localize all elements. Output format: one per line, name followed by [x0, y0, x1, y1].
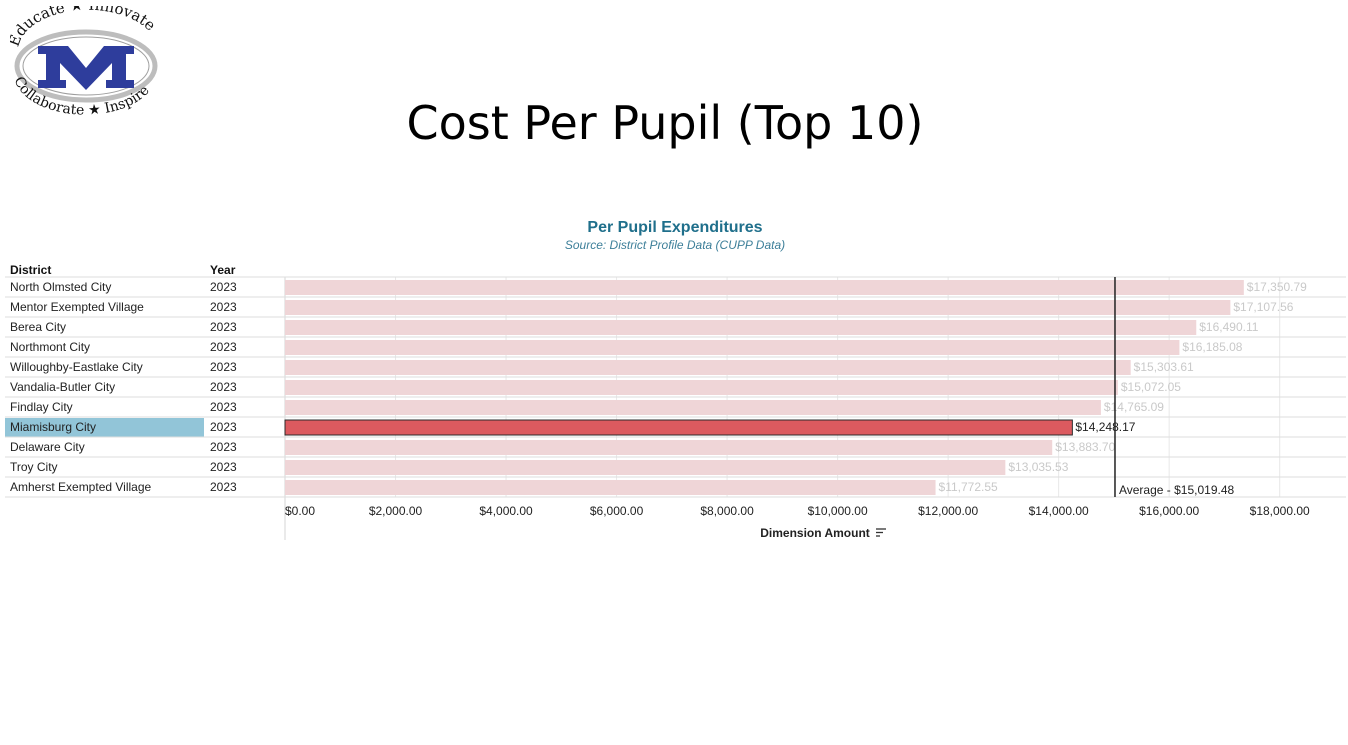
bar-value-label-9: $13,035.53 — [1008, 460, 1068, 474]
x-axis-title[interactable]: Dimension Amount — [760, 526, 870, 540]
district-label-4[interactable]: Willoughby-Eastlake City — [10, 360, 143, 374]
chart-title: Per Pupil Expenditures — [587, 219, 763, 236]
year-label-1: 2023 — [210, 300, 237, 314]
bar-2[interactable] — [285, 320, 1197, 335]
district-label-3[interactable]: Northmont City — [10, 340, 90, 354]
year-label-9: 2023 — [210, 460, 237, 474]
bar-5[interactable] — [285, 380, 1118, 395]
district-logo: Educate ★ Innovate Collaborate ★ Inspire — [10, 6, 159, 116]
x-tick-label-6: $12,000.00 — [918, 504, 978, 518]
year-label-5: 2023 — [210, 380, 237, 394]
bar-value-label-2: $16,490.11 — [1199, 320, 1258, 334]
year-column-header[interactable]: Year — [210, 263, 236, 277]
bar-4[interactable] — [285, 360, 1131, 375]
page-title: Cost Per Pupil (Top 10) — [406, 96, 924, 150]
bar-9[interactable] — [285, 460, 1006, 475]
district-label-0[interactable]: North Olmsted City — [10, 280, 111, 294]
x-tick-label-2: $4,000.00 — [479, 504, 533, 518]
year-label-7: 2023 — [210, 420, 237, 434]
year-label-4: 2023 — [210, 360, 237, 374]
bar-value-label-8: $13,883.70 — [1055, 440, 1115, 454]
district-label-6[interactable]: Findlay City — [10, 400, 73, 414]
x-tick-label-4: $8,000.00 — [700, 504, 754, 518]
district-label-2[interactable]: Berea City — [10, 320, 66, 334]
year-label-10: 2023 — [210, 480, 237, 494]
district-label-10[interactable]: Amherst Exempted Village — [10, 480, 152, 494]
sort-icon[interactable] — [876, 528, 886, 537]
average-label: Average - $15,019.48 — [1119, 483, 1235, 497]
bar-6[interactable] — [285, 400, 1101, 415]
district-label-1[interactable]: Mentor Exempted Village — [10, 300, 144, 314]
x-tick-label-1: $2,000.00 — [369, 504, 423, 518]
bar-value-label-5: $15,072.05 — [1121, 380, 1181, 394]
x-tick-label-0: $0.00 — [285, 504, 315, 518]
district-label-9[interactable]: Troy City — [10, 460, 58, 474]
bar-10[interactable] — [285, 480, 936, 495]
bar-3[interactable] — [285, 340, 1180, 355]
bar-8[interactable] — [285, 440, 1053, 455]
district-label-8[interactable]: Delaware City — [10, 440, 85, 454]
bar-value-label-7: $14,248.17 — [1075, 420, 1135, 434]
bar-0[interactable] — [285, 280, 1244, 295]
bar-7[interactable] — [284, 419, 1073, 436]
year-label-0: 2023 — [210, 280, 237, 294]
year-label-3: 2023 — [210, 340, 237, 354]
bar-1[interactable] — [285, 300, 1231, 315]
logo-letter-m — [38, 46, 134, 90]
district-column-header[interactable]: District — [10, 263, 52, 277]
x-tick-label-9: $18,000.00 — [1250, 504, 1310, 518]
bar-value-label-6: $14,765.09 — [1104, 400, 1164, 414]
district-label-5[interactable]: Vandalia-Butler City — [10, 380, 115, 394]
chart-subtitle: Source: District Profile Data (CUPP Data… — [564, 238, 786, 252]
year-label-8: 2023 — [210, 440, 237, 454]
bar-value-label-10: $11,772.55 — [939, 480, 998, 494]
bar-value-label-3: $16,185.08 — [1182, 340, 1242, 354]
x-tick-label-7: $14,000.00 — [1029, 504, 1089, 518]
bar-value-label-4: $15,303.61 — [1134, 360, 1194, 374]
row-highlight-7 — [5, 418, 204, 437]
year-label-2: 2023 — [210, 320, 237, 334]
x-tick-label-8: $16,000.00 — [1139, 504, 1199, 518]
x-tick-label-3: $6,000.00 — [590, 504, 644, 518]
year-label-6: 2023 — [210, 400, 237, 414]
district-label-7[interactable]: Miamisburg City — [10, 420, 96, 434]
x-tick-label-5: $10,000.00 — [808, 504, 868, 518]
bar-value-label-1: $17,107.56 — [1233, 300, 1293, 314]
bar-value-label-0: $17,350.79 — [1247, 280, 1307, 294]
